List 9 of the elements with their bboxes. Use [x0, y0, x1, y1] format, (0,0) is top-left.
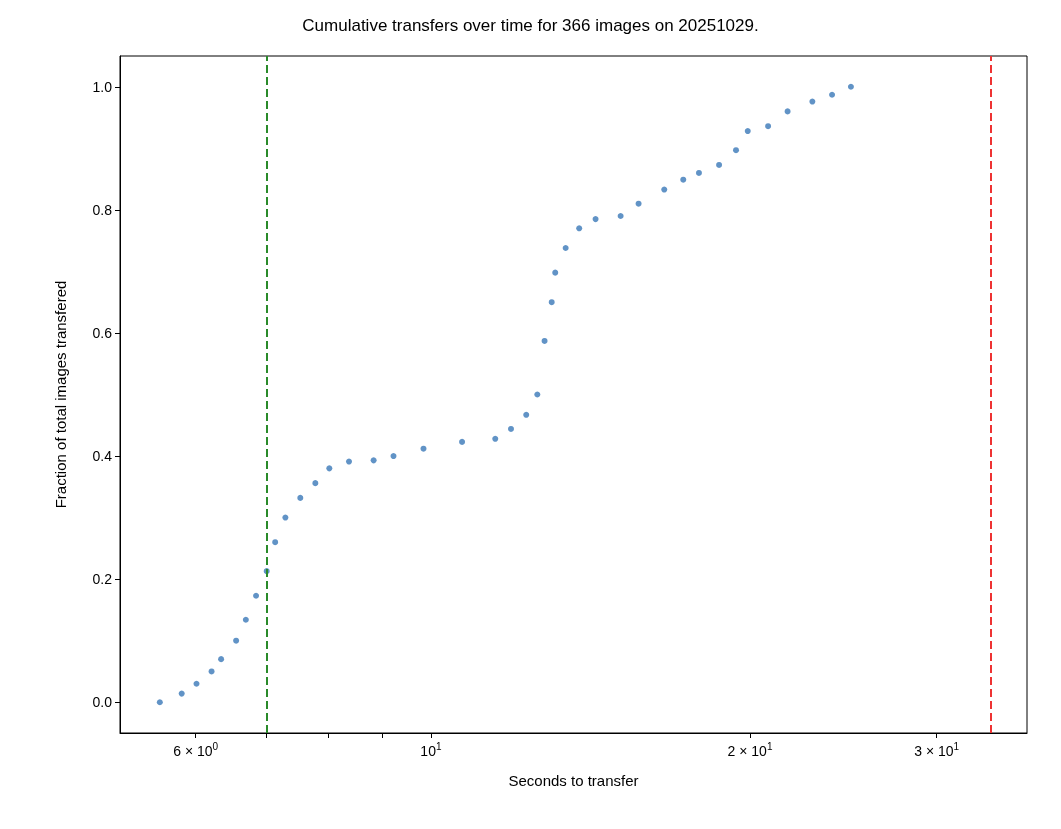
y-tick-label: 0.0 — [92, 694, 113, 711]
y-tick-label: 0.8 — [92, 201, 113, 218]
chart-title: Cumulative transfers over time for 366 images on 20251029. — [302, 16, 759, 35]
x-axis-title: Seconds to transfer — [508, 772, 639, 789]
y-tick-label: 1.0 — [92, 78, 113, 95]
y-axis-title: Fraction of total images transfered — [52, 280, 69, 509]
y-tick-label: 0.2 — [92, 571, 113, 588]
y-tick-label: 0.4 — [92, 448, 113, 465]
y-tick-label: 0.6 — [92, 324, 113, 341]
